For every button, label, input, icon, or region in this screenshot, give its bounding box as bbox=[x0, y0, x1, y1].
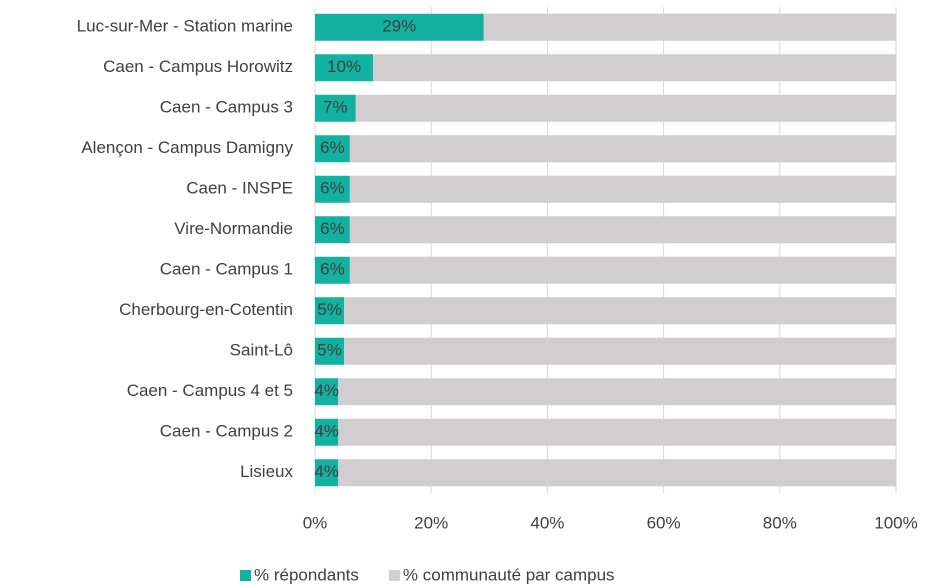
legend-swatch bbox=[388, 570, 400, 581]
y-tick-label: Caen - Campus 4 et 5 bbox=[127, 381, 293, 400]
bar-segment bbox=[349, 216, 896, 244]
bar-segment bbox=[349, 175, 896, 203]
data-label: 5% bbox=[317, 300, 342, 319]
x-tick-label: 20% bbox=[414, 513, 448, 532]
y-tick-label: Luc-sur-Mer - Station marine bbox=[77, 17, 293, 36]
bar-segment bbox=[373, 54, 897, 82]
bar-segment bbox=[315, 418, 339, 446]
data-label: 7% bbox=[323, 98, 348, 117]
data-label: 5% bbox=[317, 341, 342, 360]
data-label: 6% bbox=[320, 219, 345, 238]
bar-segment bbox=[349, 135, 896, 163]
x-tick-label: 60% bbox=[647, 513, 681, 532]
data-label: 10% bbox=[327, 57, 361, 76]
data-label: 29% bbox=[382, 17, 416, 36]
bar-segment bbox=[315, 135, 350, 163]
y-tick-label: Caen - Campus 2 bbox=[160, 422, 293, 441]
x-tick-label: 100% bbox=[874, 513, 917, 532]
bar-segment bbox=[338, 459, 896, 487]
y-tick-label: Saint-Lô bbox=[230, 341, 293, 360]
bar-segment bbox=[344, 337, 896, 365]
bar-segment bbox=[315, 216, 350, 244]
legend-label: % répondants bbox=[254, 565, 359, 584]
bar-segment bbox=[315, 54, 374, 82]
bar-segment bbox=[315, 459, 339, 487]
y-tick-label: Vire-Normandie bbox=[174, 219, 293, 238]
y-tick-label: Caen - INSPE bbox=[186, 179, 293, 198]
data-label: 4% bbox=[314, 381, 339, 400]
data-label: 4% bbox=[314, 422, 339, 441]
y-tick-label: Cherbourg-en-Cotentin bbox=[119, 300, 293, 319]
legend-label: % communauté par campus bbox=[403, 565, 615, 584]
bar-segment bbox=[483, 13, 896, 41]
y-tick-label: Lisieux bbox=[240, 462, 293, 481]
bar-segment bbox=[315, 13, 484, 41]
data-label: 6% bbox=[320, 138, 345, 157]
bar-segment bbox=[315, 297, 345, 325]
x-tick-label: 80% bbox=[763, 513, 797, 532]
bar-segment bbox=[338, 418, 896, 446]
bar-segment bbox=[338, 378, 896, 406]
bar-segment bbox=[315, 378, 339, 406]
bar-segment bbox=[315, 94, 356, 122]
bar-segment bbox=[349, 256, 896, 284]
data-label: 6% bbox=[320, 260, 345, 279]
bar-segment bbox=[344, 297, 896, 325]
data-label: 4% bbox=[314, 462, 339, 481]
bar-segment bbox=[355, 94, 896, 122]
x-tick-label: 0% bbox=[303, 513, 328, 532]
y-tick-label: Alençon - Campus Damigny bbox=[81, 138, 293, 157]
legend-swatch bbox=[240, 570, 251, 581]
y-tick-label: Caen - Campus Horowitz bbox=[103, 57, 293, 76]
y-tick-label: Caen - Campus 1 bbox=[160, 260, 293, 279]
bar-segment bbox=[315, 175, 350, 203]
y-tick-label: Caen - Campus 3 bbox=[160, 98, 293, 117]
x-tick-label: 40% bbox=[530, 513, 564, 532]
bar-segment bbox=[315, 256, 350, 284]
data-label: 6% bbox=[320, 179, 345, 198]
bar-segment bbox=[315, 337, 345, 365]
